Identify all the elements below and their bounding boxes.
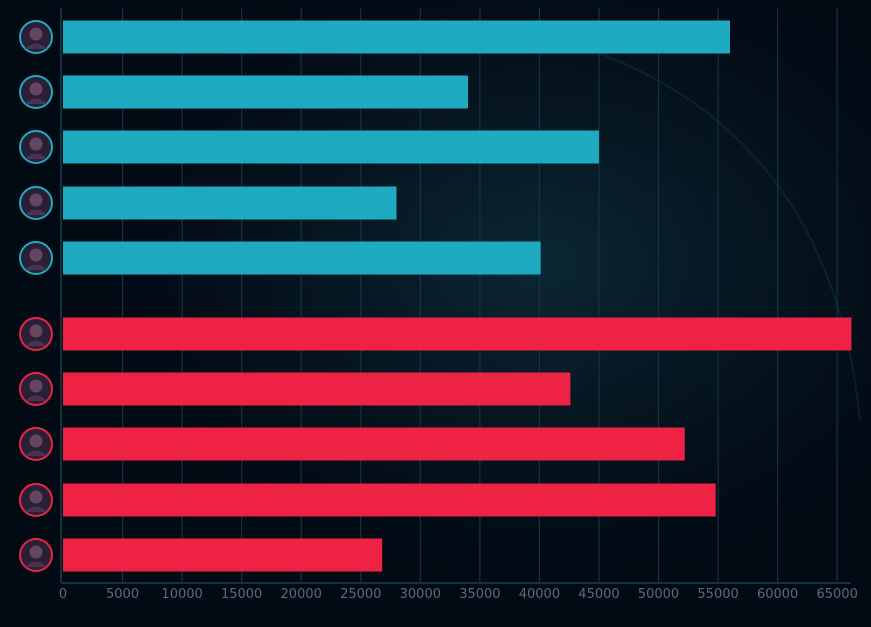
champion-portrait-icon — [19, 483, 53, 517]
blue-team-bar — [63, 20, 730, 54]
blue-team-bar — [63, 186, 397, 220]
x-tick-label: 45000 — [578, 587, 619, 602]
x-tick-label: 60000 — [757, 587, 798, 602]
x-tick-label: 15000 — [221, 587, 262, 602]
champion-portrait-icon — [19, 20, 53, 54]
blue-team-bar — [63, 241, 541, 275]
champion-portrait-icon — [19, 427, 53, 461]
champion-portrait-icon — [19, 75, 53, 109]
red-team-bar — [63, 538, 383, 572]
red-team-bar — [63, 427, 685, 461]
bars — [63, 20, 852, 572]
champion-portrait-icon — [19, 372, 53, 406]
red-team-bar — [63, 372, 571, 406]
x-tick-label: 30000 — [400, 587, 441, 602]
champion-portrait-icon — [19, 317, 53, 351]
champion-portrait-icon — [19, 241, 53, 275]
x-tick-label: 20000 — [281, 587, 322, 602]
champion-portrait-icon — [19, 186, 53, 220]
blue-team-bar — [63, 75, 468, 109]
x-tick-label: 5000 — [106, 587, 139, 602]
red-team-bar — [63, 317, 852, 351]
champion-portrait-icon — [19, 538, 53, 572]
x-tick-label: 50000 — [638, 587, 679, 602]
champion-icons — [19, 20, 53, 572]
x-tick-label: 0 — [59, 587, 67, 602]
x-tick-label: 55000 — [697, 587, 738, 602]
x-tick-label: 65000 — [817, 587, 858, 602]
blue-team-bar — [63, 130, 599, 164]
x-tick-label: 35000 — [459, 587, 500, 602]
x-axis: 0 5000 10000 15000 20000 25000 30000 35000 40000… — [59, 8, 858, 602]
red-team-bar — [63, 483, 716, 517]
x-tick-label: 40000 — [519, 587, 560, 602]
x-tick-label: 10000 — [161, 587, 202, 602]
champion-portrait-icon — [19, 130, 53, 164]
x-tick-label: 25000 — [340, 587, 381, 602]
